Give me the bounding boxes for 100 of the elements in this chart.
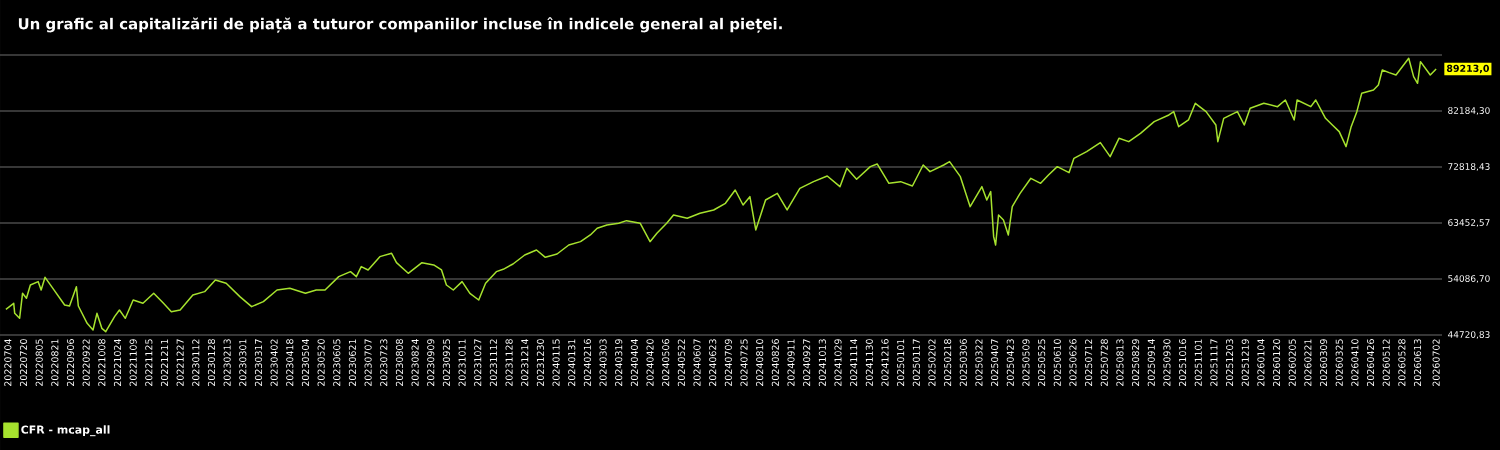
x-tick-label: 20230909 xyxy=(427,339,435,386)
x-tick-label: 20230925 xyxy=(442,339,451,386)
x-tick-label: 20240709 xyxy=(724,339,732,386)
y-tick-label: 54086,70 xyxy=(1448,275,1490,283)
x-tick-label: 20241114 xyxy=(850,339,858,386)
x-tick-label: 20250728 xyxy=(1100,339,1108,386)
x-tick-label: 20231214 xyxy=(521,339,529,386)
x-tick-label: 20240506 xyxy=(662,339,670,386)
x-tick-label: 20260512 xyxy=(1382,339,1390,386)
x-tick-label: 20260702 xyxy=(1432,339,1440,386)
x-tick-label: 20231011 xyxy=(458,339,466,386)
x-tick-label: 20230213 xyxy=(223,339,231,386)
x-tick-label: 20220922 xyxy=(82,339,90,386)
x-tick-label: 20230605 xyxy=(333,339,341,386)
x-tick-label: 20260528 xyxy=(1398,339,1406,386)
x-tick-label: 20250202 xyxy=(928,339,936,386)
x-tick-label: 20240607 xyxy=(693,339,701,386)
x-tick-label: 20250322 xyxy=(975,339,983,386)
x-tick-label: 20240810 xyxy=(756,339,764,386)
x-tick-label: 20250423 xyxy=(1006,339,1014,386)
y-tick-label: 44720,83 xyxy=(1447,331,1490,339)
x-tick-label: 20231112 xyxy=(489,339,497,386)
x-tick-label: 20240522 xyxy=(677,339,685,386)
x-tick-label: 20220906 xyxy=(66,339,75,386)
x-tick-label: 20230723 xyxy=(380,339,388,386)
x-tick-label: 20250626 xyxy=(1069,339,1077,386)
y-tick-label: 63452,57 xyxy=(1448,219,1490,227)
x-tick-label: 20250610 xyxy=(1053,339,1061,386)
x-tick-label: 20250509 xyxy=(1022,339,1030,386)
x-tick-label: 20221008 xyxy=(98,339,106,386)
x-tick-label: 20250829 xyxy=(1132,339,1140,386)
x-tick-label: 20220720 xyxy=(19,339,28,386)
x-tick-label: 20250914 xyxy=(1147,339,1155,386)
x-tick-label: 20230707 xyxy=(364,339,372,386)
x-tick-label: 20251016 xyxy=(1179,339,1187,386)
x-tick-label: 20250712 xyxy=(1085,339,1093,386)
x-tick-label: 20241216 xyxy=(881,339,889,386)
x-tick-label: 20240216 xyxy=(583,339,591,386)
x-tick-label: 20230824 xyxy=(411,339,419,386)
x-tick-label: 20221109 xyxy=(129,339,137,386)
x-tick-label: 20221211 xyxy=(160,339,169,386)
x-tick-label: 20251117 xyxy=(1210,339,1218,386)
x-tick-label: 20231230 xyxy=(536,339,544,386)
x-tick-label: 20251219 xyxy=(1241,339,1249,386)
x-tick-label: 20220821 xyxy=(51,339,59,386)
x-tick-label: 20260410 xyxy=(1351,339,1359,386)
x-tick-label: 20221227 xyxy=(176,339,184,386)
x-tick-label: 20250407 xyxy=(991,339,999,386)
x-tick-label: 20240303 xyxy=(599,339,607,386)
x-tick-label: 20230621 xyxy=(348,339,357,386)
x-tick-label: 20230402 xyxy=(270,339,278,386)
legend-label: CFR - mcap_all xyxy=(21,425,110,437)
x-tick-label: 20260325 xyxy=(1335,339,1343,386)
x-tick-label: 20221125 xyxy=(145,339,153,386)
x-tick-label: 20260120 xyxy=(1272,339,1281,386)
x-tick-label: 20230128 xyxy=(207,339,216,386)
x-tick-label: 20240319 xyxy=(615,339,623,386)
x-tick-label: 20230504 xyxy=(301,339,310,386)
x-tick-label: 20240404 xyxy=(630,339,638,386)
x-tick-label: 20260104 xyxy=(1257,339,1265,386)
x-tick-label: 20250525 xyxy=(1038,339,1046,386)
x-tick-label: 20230418 xyxy=(286,339,294,386)
x-tick-label: 20240623 xyxy=(709,339,717,386)
x-tick-label: 20240927 xyxy=(803,339,811,386)
x-tick-label: 20260613 xyxy=(1413,339,1422,386)
x-tick-label: 20221024 xyxy=(113,339,122,386)
x-tick-label: 20230317 xyxy=(254,339,263,386)
x-tick-label: 20260221 xyxy=(1304,339,1312,386)
x-tick-label: 20240115 xyxy=(552,339,560,386)
x-tick-label: 20230301 xyxy=(239,339,247,386)
annotation: 89213,0 xyxy=(1446,64,1490,74)
x-tick-label: 20250306 xyxy=(959,339,967,386)
x-tick-label: 20240725 xyxy=(740,339,748,386)
x-tick-label: 20240131 xyxy=(568,339,576,386)
x-tick-label: 20240826 xyxy=(771,339,779,386)
y-tick-label: 72818,43 xyxy=(1448,163,1490,171)
chart-title: Un grafic al capitalizării de piață a tuturor companiilor incluse în indicele general al pieței. xyxy=(18,17,782,33)
x-tick-label: 20220704 xyxy=(4,339,12,386)
x-tick-label: 20240420 xyxy=(646,339,654,386)
x-tick-label: 20231027 xyxy=(474,339,482,386)
x-tick-label: 20250930 xyxy=(1163,339,1171,386)
x-tick-label: 20241013 xyxy=(818,339,826,386)
x-tick-label: 20251101 xyxy=(1194,339,1202,386)
x-tick-label: 20230112 xyxy=(192,339,200,386)
x-tick-label: 20230520 xyxy=(317,339,325,386)
x-tick-label: 20241130 xyxy=(865,339,873,386)
x-tick-label: 20251203 xyxy=(1225,339,1234,386)
x-tick-label: 20230808 xyxy=(395,339,404,386)
x-tick-label: 20220805 xyxy=(35,339,43,386)
x-tick-label: 20250101 xyxy=(897,339,905,386)
x-tick-label: 20250813 xyxy=(1116,339,1124,386)
x-tick-label: 20241029 xyxy=(834,339,842,386)
x-tick-label: 20250117 xyxy=(912,339,920,386)
x-tick-label: 20250218 xyxy=(944,339,952,386)
y-tick-label: 82184,30 xyxy=(1448,107,1490,115)
x-tick-label: 20260309 xyxy=(1319,339,1328,386)
x-tick-label: 20260205 xyxy=(1288,339,1296,386)
x-tick-label: 20240911 xyxy=(787,339,795,386)
x-tick-label: 20260426 xyxy=(1366,339,1375,386)
x-tick-label: 20231128 xyxy=(505,339,513,386)
